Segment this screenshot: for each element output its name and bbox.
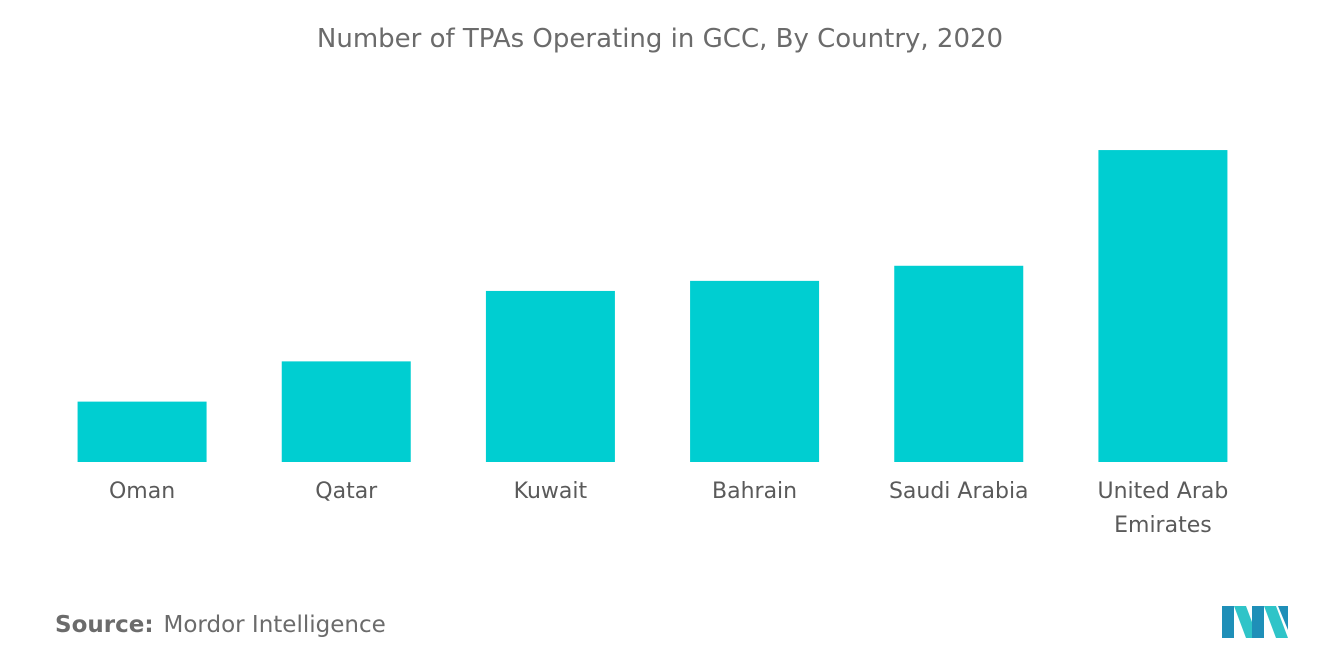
source-label: Source: [55, 612, 154, 638]
chart-title: Number of TPAs Operating in GCC, By Coun… [316, 24, 1004, 54]
source-note: Source: Mordor Intelligence [55, 612, 386, 638]
x-tick-label: United Arab [1098, 479, 1229, 504]
bar-saudi-arabia [894, 265, 1024, 462]
bar-oman [77, 401, 207, 462]
x-tick-label: Saudi Arabia [889, 479, 1029, 504]
x-tick-label: Bahrain [712, 479, 797, 504]
bar-united-arab-emirates [1098, 150, 1228, 462]
bar-qatar [281, 361, 411, 462]
source-text: Mordor Intelligence [163, 612, 386, 638]
x-tick-label: Emirates [1114, 513, 1212, 538]
bar-kuwait [485, 290, 615, 462]
x-tick-label: Qatar [315, 479, 378, 504]
x-tick-label: Kuwait [514, 479, 588, 504]
mordor-intelligence-logo-icon [1222, 606, 1288, 638]
bar-bahrain [690, 280, 820, 462]
bar-chart: Oman Qatar Kuwait Bahrain Saudi Arabia United… [77, 150, 1229, 538]
x-tick-label: Oman [109, 479, 175, 504]
